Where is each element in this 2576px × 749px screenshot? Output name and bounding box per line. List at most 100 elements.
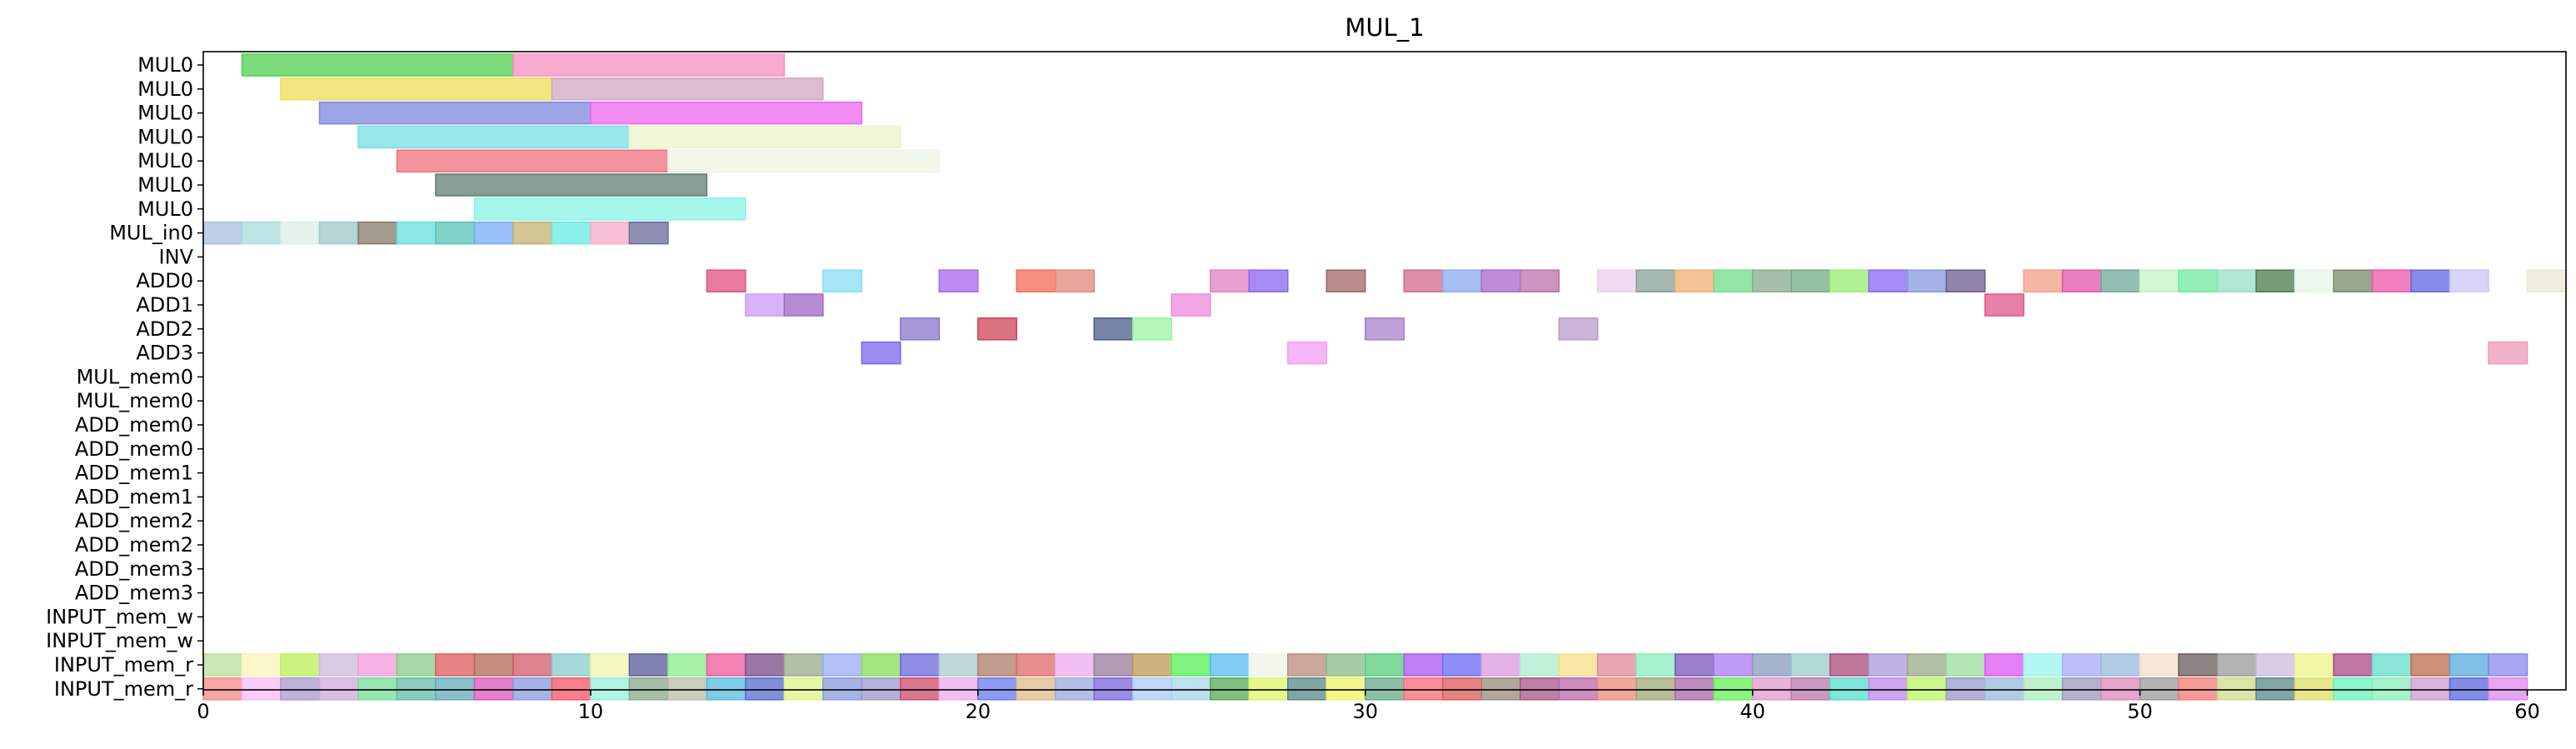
task-bar (1480, 269, 1521, 292)
task-bar (1635, 677, 1676, 701)
y-tick-label: ADD1 (136, 293, 193, 317)
task-bar (1055, 677, 1096, 701)
task-bar (783, 653, 824, 677)
task-bar (2023, 653, 2064, 677)
task-bar (357, 221, 398, 245)
task-bar (396, 221, 437, 245)
task-bar (2410, 653, 2451, 677)
task-bar (1829, 653, 1870, 677)
task-bar (202, 653, 243, 677)
task-bar (2488, 341, 2529, 365)
task-bar (1713, 677, 1754, 701)
task-bar (667, 149, 941, 172)
task-bar (1055, 653, 1096, 677)
task-bar (1016, 677, 1056, 701)
task-bar (512, 677, 553, 701)
y-tick-label: INPUT_mem_r (54, 677, 193, 701)
task-bar (2100, 677, 2141, 701)
task-bar (241, 53, 514, 77)
task-bar (396, 653, 437, 677)
task-bar (435, 221, 476, 245)
task-bar (551, 77, 824, 101)
task-bar (590, 221, 631, 245)
y-tick-label: MUL0 (137, 197, 193, 221)
task-bar (1365, 653, 1405, 677)
task-bar (2294, 653, 2334, 677)
task-bar (1945, 653, 1986, 677)
task-bar (241, 221, 282, 245)
task-bar (706, 677, 746, 701)
task-bar (2216, 653, 2257, 677)
task-bar (590, 101, 863, 125)
task-bar (1984, 293, 2024, 317)
task-bar (861, 677, 901, 701)
task-bar (1403, 269, 1444, 292)
task-bar (1093, 317, 1134, 341)
task-bar (1132, 317, 1173, 341)
task-bar (2488, 677, 2529, 701)
task-bar (512, 53, 786, 77)
task-bar (628, 221, 669, 245)
x-tick-label: 40 (1740, 700, 1765, 723)
x-tick-label: 20 (966, 700, 991, 723)
y-tick-label: ADD_mem3 (75, 582, 193, 605)
y-tick-label: INPUT_mem_w (46, 629, 193, 652)
task-bar (1906, 653, 1947, 677)
x-tick-label: 50 (2127, 700, 2153, 723)
task-bar (2139, 269, 2179, 292)
task-bar (1210, 677, 1251, 701)
task-bar (1325, 653, 1366, 677)
y-axis-labels: MUL0MUL0MUL0MUL0MUL0MUL0MUL0MUL_in0INVAD… (46, 53, 203, 701)
task-bar (1674, 269, 1715, 292)
task-bar (1287, 653, 1328, 677)
task-bar (473, 221, 514, 245)
task-bar (977, 653, 1018, 677)
x-tick-label: 60 (2514, 700, 2540, 723)
y-tick-label: MUL_mem0 (77, 389, 193, 412)
task-bar (1984, 653, 2024, 677)
y-tick-label: MUL_in0 (109, 222, 193, 245)
task-bar (1171, 677, 1211, 701)
task-bar (2294, 269, 2334, 292)
task-bar (1171, 653, 1211, 677)
task-bar (1790, 269, 1831, 292)
task-bar (2410, 677, 2451, 701)
task-bar (1210, 653, 1251, 677)
y-tick-label: MUL0 (137, 125, 193, 148)
task-bar (2371, 653, 2412, 677)
task-bar (1790, 653, 1831, 677)
y-tick-label: INPUT_mem_r (54, 653, 193, 677)
task-bar (783, 677, 824, 701)
task-bar (2216, 677, 2257, 701)
task-bar (1596, 677, 1637, 701)
task-bar (318, 221, 359, 245)
y-tick-label: ADD3 (136, 342, 193, 365)
task-bar (2449, 269, 2489, 292)
task-bar (938, 269, 979, 292)
task-bar (900, 677, 941, 701)
task-bar (2449, 653, 2489, 677)
task-bar (667, 653, 708, 677)
y-tick-label: MUL0 (137, 53, 193, 77)
task-bar (357, 677, 398, 701)
y-tick-label: MUL0 (137, 173, 193, 197)
x-tick-label: 0 (197, 700, 209, 723)
task-bar (1596, 653, 1637, 677)
task-bar (280, 221, 321, 245)
task-bar (2178, 677, 2219, 701)
task-bar (435, 653, 476, 677)
task-bar (551, 221, 592, 245)
task-bar (2255, 269, 2296, 292)
task-bar (1132, 653, 1173, 677)
task-bar (2023, 677, 2064, 701)
task-bar (1751, 653, 1792, 677)
task-bar (822, 653, 863, 677)
task-bar (473, 677, 514, 701)
task-bar (473, 653, 514, 677)
task-bar (1248, 653, 1289, 677)
task-bar (2526, 269, 2567, 292)
task-bar (1751, 269, 1792, 292)
task-bar (1441, 269, 1482, 292)
task-bar (1441, 677, 1482, 701)
y-tick-label: MUL0 (137, 102, 193, 125)
